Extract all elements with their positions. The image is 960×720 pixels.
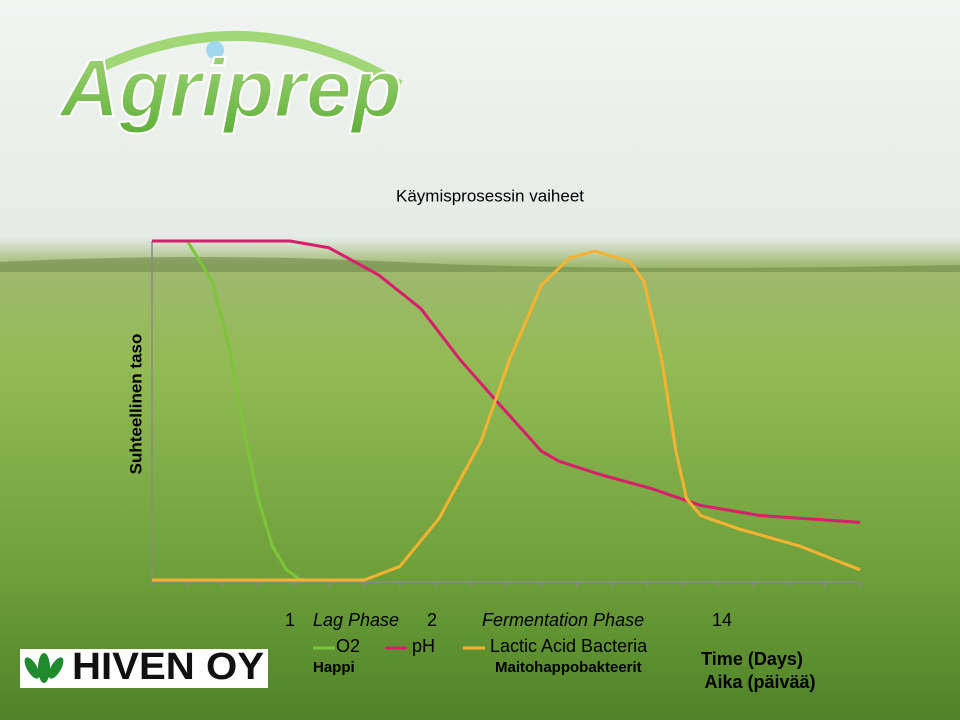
annotation: Fermentation Phase (482, 610, 644, 630)
legend-label-fi: Happi (313, 659, 355, 676)
annotation: 2 (427, 610, 437, 630)
horizon (0, 257, 960, 272)
legend-label: O2 (336, 636, 360, 656)
series-line (152, 249, 861, 582)
x-axis-label-fi: Aika (päivää) (704, 672, 815, 692)
y-axis-label: Suhteellinen taso (126, 334, 145, 475)
annotation: Lag Phase (313, 610, 399, 630)
series-line (152, 239, 861, 524)
legend: O2 Happi pH Lactic Acid Bacteria Maitohappob… (313, 636, 648, 676)
legend-label: Lactic Acid Bacteria (490, 636, 648, 656)
logo: Agriprep (58, 44, 402, 135)
company-leaf-icon (24, 653, 64, 683)
logo-swoosh (92, 30, 403, 90)
company-name: HIVEN OY (72, 646, 264, 688)
annotation: 14 (712, 610, 732, 630)
annotation: 1 (285, 610, 295, 630)
x-axis-label: Time (Days) (701, 649, 803, 669)
series-line (152, 239, 302, 582)
legend-label-fi: Maitohappobakteerit (495, 659, 642, 676)
legend-label: pH (412, 636, 435, 656)
plot (151, 239, 861, 588)
logo-dot (206, 41, 224, 59)
chart-title: Käymisprosessin vaiheet (396, 186, 584, 205)
